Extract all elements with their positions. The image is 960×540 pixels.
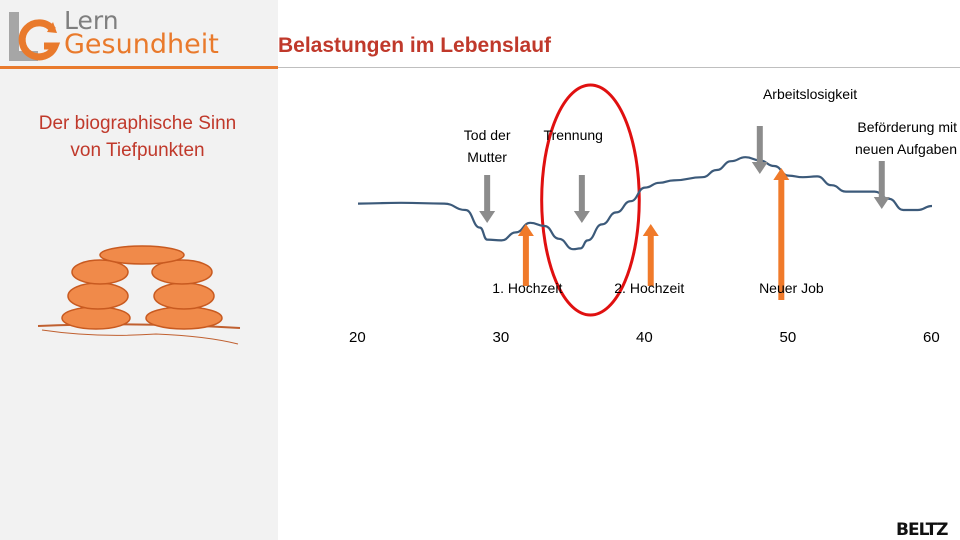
header-divider	[278, 67, 960, 68]
event-label: Arbeitslosigkeit	[762, 86, 858, 102]
event-label: 1. Hochzeit	[492, 280, 563, 296]
subtitle: Der biographische Sinn von Tiefpunkten	[10, 110, 265, 164]
lerngesundheit-logo: Lern Gesundheit	[6, 4, 236, 70]
event-label: Neuer Job	[759, 280, 824, 296]
stress-arrow-down	[751, 126, 768, 174]
event-label: Trennung	[543, 127, 603, 143]
x-tick-label: 40	[636, 329, 653, 346]
event-label: Tod der Mutter	[463, 127, 511, 165]
stress-arrow-down	[873, 161, 890, 209]
logo-text-lern: Lern	[64, 6, 119, 35]
life-stress-chart	[357, 83, 933, 317]
stress-arrow-down	[479, 175, 496, 223]
relief-arrow-up	[517, 224, 534, 286]
subtitle-line-1: Der biographische Sinn	[38, 113, 237, 134]
relief-arrows	[517, 168, 790, 300]
header-accent-bar	[0, 66, 278, 69]
logo-mark-icon	[9, 12, 61, 61]
relief-arrow-up	[773, 168, 790, 300]
event-label: Beförderung mit neuen Aufgaben	[855, 119, 957, 157]
x-tick-label: 20	[349, 329, 366, 346]
left-panel	[0, 0, 278, 540]
stress-arrow-down	[573, 175, 590, 223]
x-tick-label: 60	[923, 329, 940, 346]
stress-curve-line	[357, 156, 933, 251]
x-tick-label: 50	[779, 329, 797, 346]
event-label: 2. Hochzeit	[614, 280, 685, 296]
x-tick-label: 30	[492, 329, 510, 346]
highlight-ellipse	[540, 83, 641, 317]
stress-arrows	[479, 126, 890, 223]
subtitle-line-2: von Tiefpunkten	[70, 140, 205, 161]
relief-arrow-up	[642, 224, 659, 286]
logo-text-gesundheit: Gesundheit	[64, 29, 219, 60]
stacked-stones-illustration	[37, 245, 241, 345]
page-title: Belastungen im Lebenslauf	[278, 34, 552, 57]
beltz-logo: BELTZ	[896, 520, 949, 540]
